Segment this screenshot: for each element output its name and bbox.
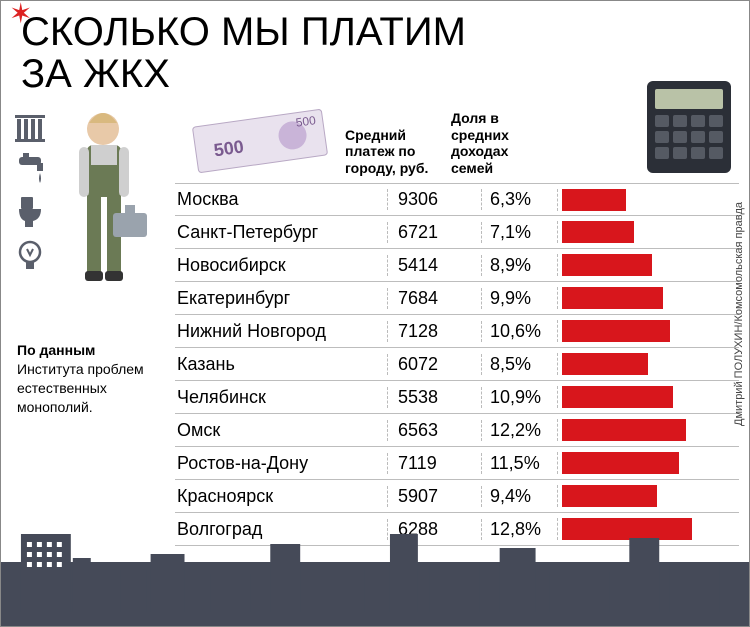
payment-cell: 7128 xyxy=(387,321,481,342)
city-cell: Казань xyxy=(175,354,387,375)
footnote-prefix: По данным xyxy=(17,342,95,358)
payment-cell: 7684 xyxy=(387,288,481,309)
payment-cell: 6721 xyxy=(387,222,481,243)
payment-cell: 7119 xyxy=(387,453,481,474)
share-cell: 9,9% xyxy=(481,288,557,309)
bar-cell xyxy=(557,287,739,309)
share-cell: 6,3% xyxy=(481,189,557,210)
city-cell: Нижний Новгород xyxy=(175,321,387,342)
left-column: По данным Института проблем естественных… xyxy=(15,99,175,562)
share-bar xyxy=(562,287,663,309)
share-bar xyxy=(562,485,657,507)
city-cell: Екатеринбург xyxy=(175,288,387,309)
city-cell: Ростов-на-Дону xyxy=(175,453,387,474)
svg-text:500: 500 xyxy=(295,113,317,130)
skyline-footer xyxy=(1,562,749,626)
table-row: Екатеринбург76849,9% xyxy=(175,282,739,315)
table-row: Челябинск553810,9% xyxy=(175,381,739,414)
table-row: Санкт-Петербург67217,1% xyxy=(175,216,739,249)
table-headers: 500 500 Средний платеж по городу, руб. Д… xyxy=(175,99,739,183)
toilet-icon xyxy=(15,195,49,229)
bar-cell xyxy=(557,419,739,441)
bar-cell xyxy=(557,353,739,375)
share-bar xyxy=(562,221,634,243)
table-row: Новосибирск54148,9% xyxy=(175,249,739,282)
share-bar xyxy=(562,353,648,375)
city-cell: Красноярск xyxy=(175,486,387,507)
table-row: Ростов-на-Дону711911,5% xyxy=(175,447,739,480)
share-bar xyxy=(562,254,652,276)
share-bar xyxy=(562,452,679,474)
data-source-footnote: По данным Института проблем естественных… xyxy=(15,315,165,417)
content-area: По данным Института проблем естественных… xyxy=(1,95,749,562)
city-cell: Санкт-Петербург xyxy=(175,222,387,243)
share-bar xyxy=(562,419,686,441)
bar-cell xyxy=(557,221,739,243)
payment-cell: 5414 xyxy=(387,255,481,276)
utility-icons xyxy=(15,105,49,315)
radiator-icon xyxy=(15,113,49,143)
payment-cell: 6072 xyxy=(387,354,481,375)
share-cell: 9,4% xyxy=(481,486,557,507)
share-cell: 11,5% xyxy=(481,453,557,474)
bar-cell xyxy=(557,254,739,276)
footnote-body: Института проблем естественных монополий… xyxy=(17,361,144,415)
city-table: Москва93066,3%Санкт-Петербург67217,1%Нов… xyxy=(175,183,739,546)
share-cell: 10,9% xyxy=(481,387,557,408)
city-cell: Москва xyxy=(175,189,387,210)
payment-cell: 5907 xyxy=(387,486,481,507)
icons-and-worker xyxy=(15,105,157,315)
right-column: 500 500 Средний платеж по городу, руб. Д… xyxy=(175,99,739,562)
share-cell: 7,1% xyxy=(481,222,557,243)
share-cell: 8,9% xyxy=(481,255,557,276)
bar-cell xyxy=(557,452,739,474)
bar-cell xyxy=(557,485,739,507)
city-cell: Омск xyxy=(175,420,387,441)
star-icon: ✶ xyxy=(9,0,32,30)
share-bar xyxy=(562,320,670,342)
payment-cell: 6563 xyxy=(387,420,481,441)
share-bar xyxy=(562,386,673,408)
title-line-1: СКОЛЬКО МЫ ПЛАТИМ xyxy=(21,11,749,53)
faucet-icon xyxy=(15,153,49,185)
share-cell: 12,2% xyxy=(481,420,557,441)
city-cell: Челябинск xyxy=(175,387,387,408)
table-row: Омск656312,2% xyxy=(175,414,739,447)
payment-cell: 9306 xyxy=(387,189,481,210)
bar-cell xyxy=(557,320,739,342)
share-cell: 10,6% xyxy=(481,321,557,342)
payment-cell: 5538 xyxy=(387,387,481,408)
infographic-page: ✶ СКОЛЬКО МЫ ПЛАТИМ ЗА ЖКХ xyxy=(0,0,750,627)
city-cell: Новосибирск xyxy=(175,255,387,276)
table-row: Москва93066,3% xyxy=(175,183,739,216)
column-header-payment: Средний платеж по городу, руб. xyxy=(345,127,451,177)
calculator-icon xyxy=(639,77,739,177)
bar-cell xyxy=(557,386,739,408)
share-cell: 8,5% xyxy=(481,354,557,375)
banknote-illustration: 500 500 xyxy=(175,105,345,177)
table-row: Нижний Новгород712810,6% xyxy=(175,315,739,348)
bar-cell xyxy=(557,189,739,211)
page-title: СКОЛЬКО МЫ ПЛАТИМ ЗА ЖКХ xyxy=(1,1,749,95)
svg-text:500: 500 xyxy=(212,136,245,160)
table-row: Красноярск59079,4% xyxy=(175,480,739,513)
share-bar xyxy=(562,189,626,211)
worker-illustration xyxy=(57,105,157,315)
lightbulb-icon xyxy=(15,239,49,275)
table-row: Казань60728,5% xyxy=(175,348,739,381)
column-header-share: Доля в средних доходах семей xyxy=(451,110,551,177)
credit-line: Дмитрий ПОЛУХИН/Комсомольская правда xyxy=(733,202,745,426)
